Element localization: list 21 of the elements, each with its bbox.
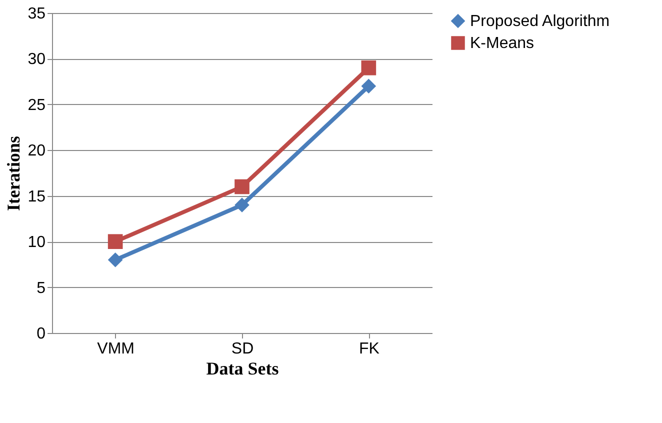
point xyxy=(361,60,376,76)
y-tick-label: 20 xyxy=(28,142,46,160)
y-tick-label: 25 xyxy=(28,96,46,114)
point xyxy=(234,198,250,212)
y-tick-label: 10 xyxy=(28,234,46,252)
y-tick-label: 35 xyxy=(28,6,46,22)
y-tick-label: 15 xyxy=(28,188,46,206)
y-tick-label: 5 xyxy=(36,280,46,297)
y-tick-label: 0 xyxy=(36,326,46,342)
point xyxy=(108,234,123,249)
x-tick-label: SD xyxy=(231,340,254,358)
x-tick-label: FK xyxy=(358,340,380,358)
legend-label: Proposed Algorithm xyxy=(470,13,610,30)
point xyxy=(234,179,250,194)
x-axis-title: Data Sets xyxy=(206,358,279,378)
y-axis-title: Iterations xyxy=(4,136,24,211)
point xyxy=(108,252,123,268)
point xyxy=(361,78,376,94)
y-tick-label: 30 xyxy=(28,51,46,68)
legend-label: K-Means xyxy=(470,35,534,52)
x-tick-label: VMM xyxy=(97,340,134,358)
